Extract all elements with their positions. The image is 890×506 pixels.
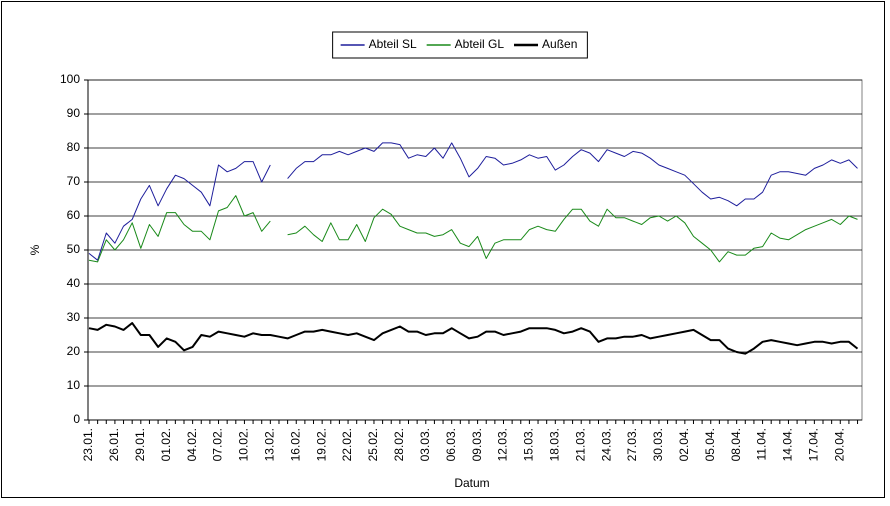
x-tick-label: 19.02.: [314, 428, 328, 461]
x-tick-label: 09.03.: [470, 428, 484, 461]
x-tick-label: 02.04.: [677, 428, 691, 461]
x-axis-label: Datum: [454, 476, 489, 490]
x-tick-label: 08.04.: [729, 428, 743, 461]
series-line: [88, 195, 858, 263]
x-tick-label: 22.02.: [340, 428, 354, 461]
x-tick-label: 10.02.: [237, 428, 251, 461]
y-tick-label: 30: [67, 310, 81, 324]
x-tick-label: 30.03.: [651, 428, 665, 461]
x-tick-label: 16.02.: [288, 428, 302, 461]
y-tick-label: 80: [67, 140, 81, 154]
legend-label: Abteil SL: [369, 37, 417, 51]
y-tick-label: 20: [67, 344, 81, 358]
series-line: [88, 322, 859, 355]
x-tick-label: 12.03.: [496, 428, 510, 461]
y-tick-label: 90: [67, 106, 81, 120]
y-tick-label: 0: [73, 412, 80, 426]
legend-box: [332, 31, 588, 59]
x-tick-label: 26.01.: [107, 428, 121, 461]
x-tick-label: 06.03.: [444, 428, 458, 461]
x-tick-label: 25.02.: [366, 428, 380, 461]
y-tick-label: 50: [67, 242, 81, 256]
x-tick-label: 28.02.: [392, 428, 406, 461]
y-tick-label: 70: [67, 174, 81, 188]
x-tick-label: 17.04.: [807, 428, 821, 461]
x-tick-label: 24.03.: [599, 428, 613, 461]
x-tick-label: 15.03.: [522, 428, 536, 461]
legend-label: Außen: [542, 37, 577, 51]
x-tick-label: 21.03.: [573, 428, 587, 461]
x-tick-label: 07.02.: [211, 428, 225, 461]
y-tick-label: 40: [67, 276, 81, 290]
x-tick-label: 20.04.: [832, 428, 846, 461]
legend: Abteil SL Abteil GL Außen: [332, 31, 588, 59]
x-tick-label: 03.03.: [418, 428, 432, 461]
x-tick-label: 23.01.: [81, 428, 95, 461]
x-tick-label: 01.02.: [159, 428, 173, 461]
x-tick-label: 18.03.: [547, 428, 561, 461]
y-tick-label: 60: [67, 208, 81, 222]
y-axis-label: %: [28, 244, 42, 255]
x-tick-label: 29.01.: [133, 428, 147, 461]
y-tick-label: 10: [67, 378, 81, 392]
x-tick-label: 14.04.: [781, 428, 795, 461]
x-tick-label: 04.02.: [185, 428, 199, 461]
legend-label: Abteil GL: [455, 37, 505, 51]
x-tick-label: 05.04.: [703, 428, 717, 461]
x-tick-label: 27.03.: [625, 428, 639, 461]
series-line: [88, 142, 858, 261]
x-tick-label: 13.02.: [263, 428, 277, 461]
x-tick-label: 11.04.: [755, 428, 769, 460]
y-tick-label: 100: [60, 72, 80, 86]
